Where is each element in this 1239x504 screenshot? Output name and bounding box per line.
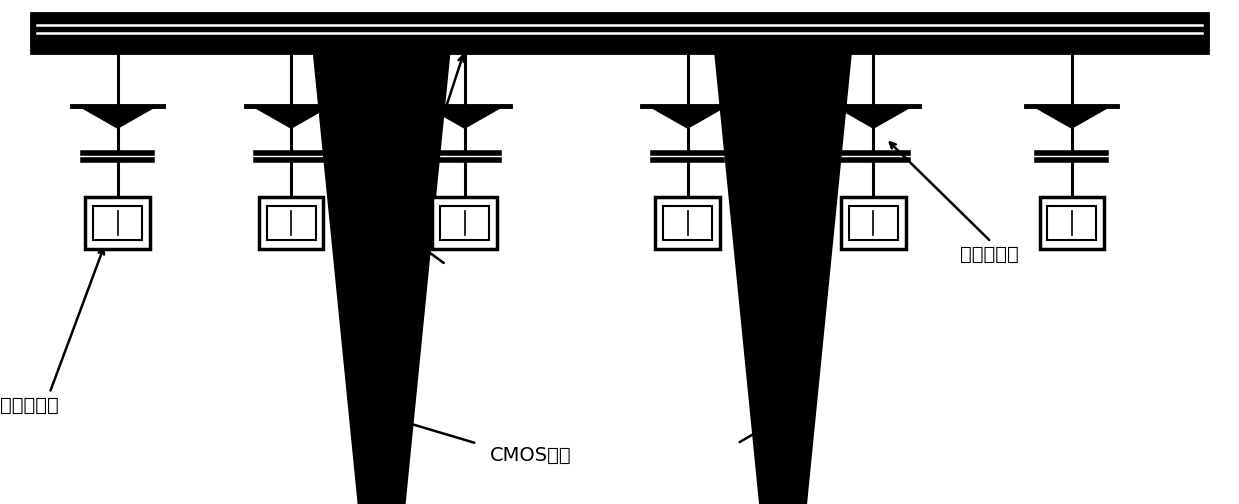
Text: 输入纳米线: 输入纳米线 <box>0 396 58 415</box>
Bar <box>841 197 906 249</box>
Bar <box>663 206 712 240</box>
Bar <box>85 197 150 249</box>
Bar <box>259 197 323 249</box>
Polygon shape <box>425 105 504 128</box>
Text: 输出纳米线: 输出纳米线 <box>359 140 418 159</box>
Text: 接口引脚: 接口引脚 <box>378 271 425 290</box>
Polygon shape <box>78 105 157 128</box>
Bar <box>440 206 489 240</box>
Polygon shape <box>834 105 913 128</box>
Bar <box>93 206 142 240</box>
Text: 纳米二极管: 纳米二极管 <box>960 244 1018 264</box>
Bar <box>655 197 720 249</box>
Bar <box>432 197 497 249</box>
Polygon shape <box>648 105 727 128</box>
Polygon shape <box>715 53 851 504</box>
Polygon shape <box>1032 105 1111 128</box>
Bar <box>1040 197 1104 249</box>
Polygon shape <box>313 53 450 504</box>
Bar <box>266 206 316 240</box>
Polygon shape <box>252 105 331 128</box>
Bar <box>1047 206 1097 240</box>
Bar <box>849 206 898 240</box>
Bar <box>31 13 1208 53</box>
Text: CMOS堆栈: CMOS堆栈 <box>489 446 571 465</box>
